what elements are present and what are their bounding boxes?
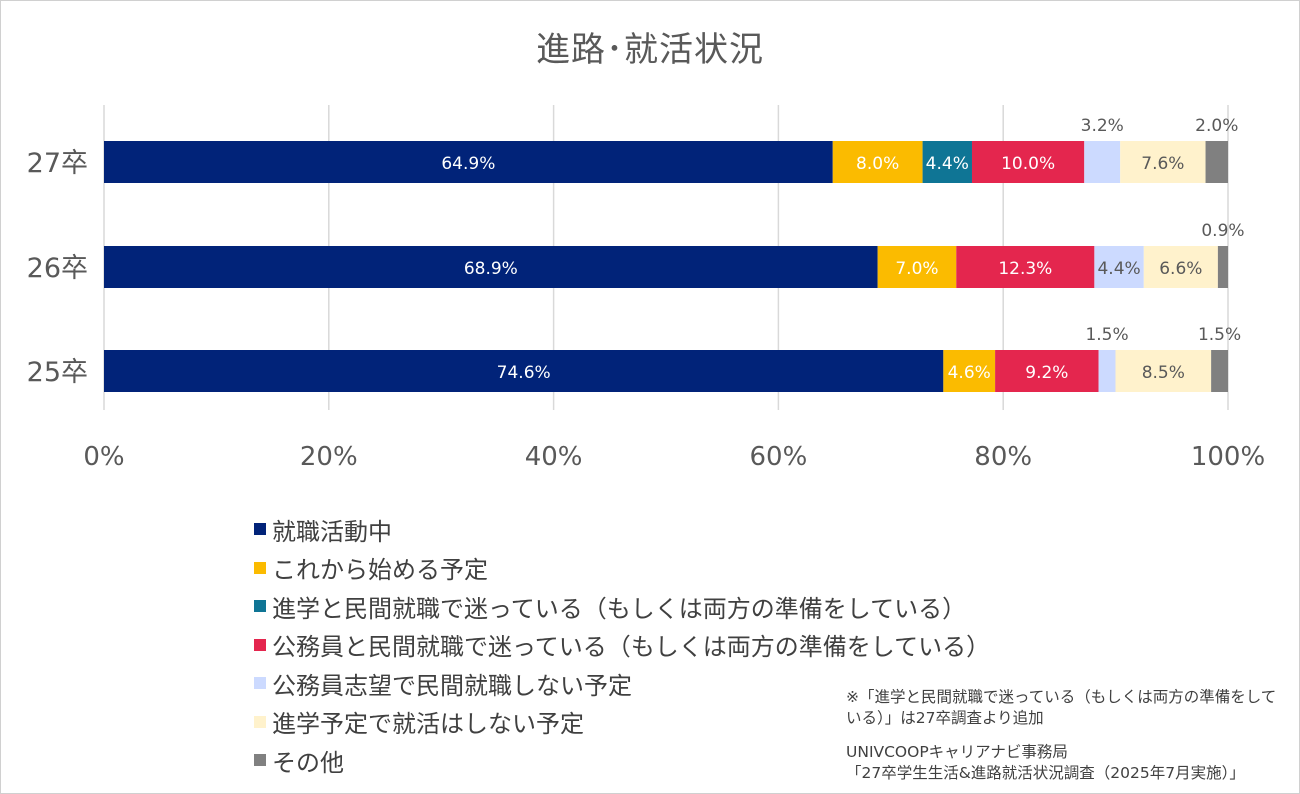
data-label: 6.6%	[1159, 259, 1202, 279]
source-organization: UNIVCOOPキャリアナビ事務局	[846, 743, 1068, 761]
chart-title: 進路･就活状況	[536, 30, 764, 70]
x-tick-label: 0%	[83, 442, 124, 472]
bar-segment	[1098, 350, 1116, 392]
bar-segment	[1143, 246, 1218, 288]
bar-segment	[1211, 350, 1228, 392]
bar-segment	[1205, 141, 1228, 183]
category-label: 26卒	[27, 253, 88, 284]
bar-segment	[1217, 246, 1228, 288]
x-tick-label: 100%	[1191, 442, 1265, 472]
legend-swatch	[254, 638, 266, 651]
data-label: 3.2%	[1081, 116, 1124, 136]
chart-legend: 就職活動中これから始める予定進学と民間就職で迷っている（もしくは両方の準備をして…	[254, 510, 990, 780]
legend-label: 就職活動中	[272, 517, 392, 546]
x-tick-label: 20%	[300, 442, 358, 472]
data-label: 64.9%	[441, 154, 495, 174]
legend-label: 進学と民間就職で迷っている（もしくは両方の準備をしている）	[272, 594, 967, 623]
data-label: 0.9%	[1201, 221, 1244, 241]
legend-item: 公務員と民間就職で迷っている（もしくは両方の準備をしている）	[254, 626, 990, 665]
source-citation: UNIVCOOPキャリアナビ事務局 「27卒学生生活&進路就活状況調査（2025…	[846, 742, 1291, 784]
legend-item: 就職活動中	[254, 510, 990, 549]
bar-segment	[104, 141, 833, 183]
legend-swatch	[254, 561, 266, 574]
category-label: 27卒	[27, 148, 88, 179]
data-label: 2.0%	[1195, 116, 1238, 136]
bar-segment	[995, 350, 1099, 392]
data-label: 7.0%	[895, 259, 938, 279]
data-label: 4.4%	[926, 154, 969, 174]
data-label: 8.5%	[1142, 363, 1185, 383]
bar-segment	[956, 246, 1095, 288]
legend-item: 公務員志望で民間就職しない予定	[254, 664, 990, 703]
bar-segment	[832, 141, 923, 183]
bar-segment	[922, 141, 972, 183]
x-tick-label: 40%	[525, 442, 583, 472]
legend-label: これから始める予定	[272, 556, 488, 585]
bar-segment	[1115, 350, 1212, 392]
bar-segment	[943, 350, 996, 392]
bar-segment	[971, 141, 1085, 183]
data-label: 1.5%	[1085, 325, 1128, 345]
data-label: 1.5%	[1198, 325, 1241, 345]
data-label: 10.0%	[1001, 154, 1055, 174]
bar-segment	[1084, 141, 1121, 183]
source-survey-name: 「27卒学生生活&進路就活状況調査（2025年7月実施）」	[846, 764, 1245, 782]
data-label: 4.4%	[1097, 259, 1140, 279]
legend-item: その他	[254, 741, 990, 780]
data-label: 7.6%	[1141, 154, 1184, 174]
x-tick-label: 80%	[974, 442, 1032, 472]
bar-segment	[104, 350, 944, 392]
data-label: 68.9%	[464, 259, 518, 279]
data-label: 9.2%	[1025, 363, 1068, 383]
legend-swatch	[254, 523, 266, 536]
x-tick-label: 60%	[750, 442, 808, 472]
stacked-bar-chart: 0% 20% 40% 60% 80% 100% 27卒 26卒 25卒 64.9% 8.0% 4.4%…	[27, 105, 1265, 472]
legend-label: 進学予定で就活はしない予定	[272, 710, 584, 739]
bar-segment	[1094, 246, 1144, 288]
data-label: 12.3%	[998, 259, 1052, 279]
legend-swatch	[254, 754, 266, 767]
legend-item: 進学と民間就職で迷っている（もしくは両方の準備をしている）	[254, 587, 990, 626]
legend-label: 公務員志望で民間就職しない予定	[272, 671, 632, 700]
category-label: 25卒	[27, 357, 88, 388]
data-label: 4.6%	[948, 363, 991, 383]
legend-swatch	[254, 600, 266, 613]
bar-segment	[877, 246, 957, 288]
legend-swatch	[254, 677, 266, 690]
data-label: 8.0%	[856, 154, 899, 174]
survey-note: ※「進学と民間就職で迷っている（もしくは両方の準備をしている）」は27卒調査より…	[846, 688, 1277, 727]
legend-item: 進学予定で就活はしない予定	[254, 703, 990, 742]
legend-label: 公務員と民間就職で迷っている（もしくは両方の準備をしている）	[272, 633, 991, 662]
bar-segment	[1120, 141, 1206, 183]
legend-swatch	[254, 715, 266, 728]
legend-label: その他	[272, 748, 344, 777]
bar-segment	[104, 246, 878, 288]
data-label: 74.6%	[497, 363, 551, 383]
legend-item: これから始める予定	[254, 549, 990, 588]
